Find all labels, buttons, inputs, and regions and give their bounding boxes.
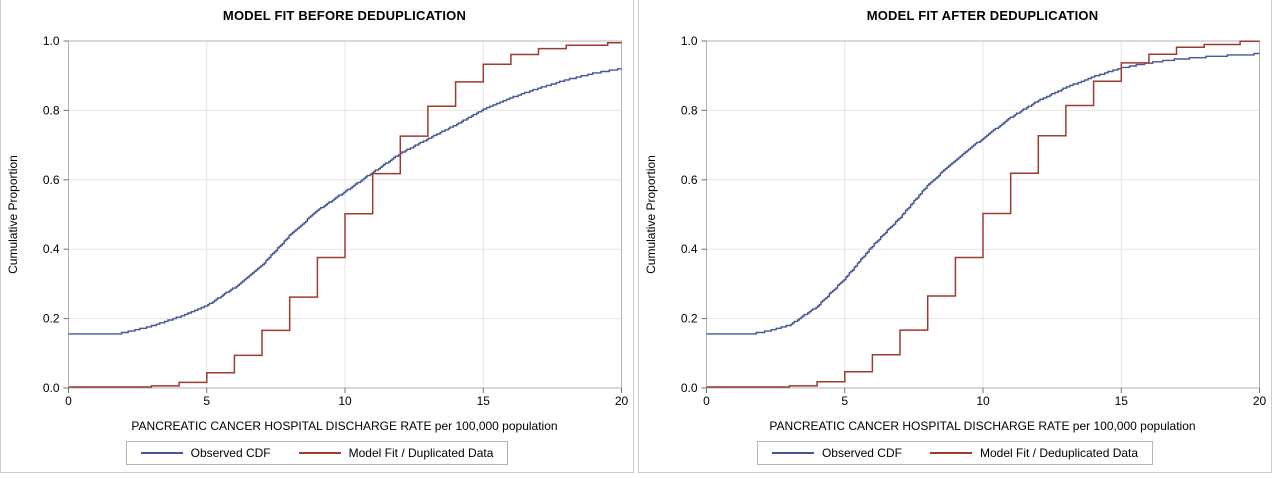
svg-text:0.8: 0.8 — [43, 103, 60, 117]
svg-text:0: 0 — [65, 394, 72, 408]
svg-text:0.8: 0.8 — [681, 103, 698, 117]
legend-entry-model-fit: Model Fit / Duplicated Data — [298, 446, 494, 460]
svg-text:15: 15 — [1115, 394, 1129, 408]
legend-line-swatch-icon — [771, 452, 814, 454]
legend: Observed CDF Model Fit / Duplicated Data — [1, 441, 633, 465]
legend-box: Observed CDF Model Fit / Duplicated Data — [125, 441, 509, 465]
svg-text:0.2: 0.2 — [681, 312, 698, 326]
svg-text:20: 20 — [615, 394, 629, 408]
svg-text:0.2: 0.2 — [43, 312, 60, 326]
svg-text:0.4: 0.4 — [43, 242, 60, 256]
svg-text:1.0: 1.0 — [681, 34, 698, 48]
svg-text:15: 15 — [477, 394, 491, 408]
svg-text:0: 0 — [703, 394, 710, 408]
chart-title: MODEL FIT BEFORE DEDUPLICATION — [222, 8, 467, 23]
legend: Observed CDF Model Fit / Deduplicated Da… — [639, 441, 1271, 465]
svg-text:0.6: 0.6 — [43, 173, 60, 187]
plot-area-after-dedup: 0 5 10 15 20 0.0 0.2 0.4 0.6 0.8 1.0 — [681, 34, 1267, 408]
legend-entry-observed-cdf: Observed CDF — [140, 446, 271, 460]
svg-text:10: 10 — [976, 394, 990, 408]
legend-label: Model Fit / Deduplicated Data — [979, 446, 1139, 460]
legend-line-swatch-icon — [929, 452, 972, 454]
legend-label: Model Fit / Duplicated Data — [348, 446, 494, 460]
chart-title: MODEL FIT AFTER DEDUPLICATION — [866, 8, 1099, 23]
plot-area-before-dedup: 0 5 10 15 20 0.0 0.2 0.4 0.6 0.8 1.0 — [43, 34, 629, 408]
svg-text:0.0: 0.0 — [681, 381, 698, 395]
legend-box: Observed CDF Model Fit / Deduplicated Da… — [756, 441, 1154, 465]
legend-line-swatch-icon — [298, 452, 341, 454]
legend-line-swatch-icon — [140, 452, 183, 454]
svg-text:10: 10 — [338, 394, 352, 408]
y-axis-title: Cumulative Proportion — [644, 155, 658, 274]
y-axis-title: Cumulative Proportion — [6, 155, 20, 274]
legend-entry-model-fit: Model Fit / Deduplicated Data — [929, 446, 1139, 460]
svg-text:20: 20 — [1253, 394, 1267, 408]
svg-text:5: 5 — [841, 394, 848, 408]
svg-text:5: 5 — [203, 394, 210, 408]
svg-text:1.0: 1.0 — [43, 34, 60, 48]
legend-label: Observed CDF — [190, 446, 271, 460]
chart-panel-after-dedup: MODEL FIT AFTER DEDUPLICATION 0 5 10 15 20 0.… — [638, 0, 1272, 473]
chart-panel-before-dedup: MODEL FIT BEFORE DEDUPLICATION 0 5 10 15 20 0… — [0, 0, 634, 473]
legend-entry-observed-cdf: Observed CDF — [771, 446, 902, 460]
x-axis-title: PANCREATIC CANCER HOSPITAL DISCHARGE RAT… — [769, 419, 1196, 433]
legend-label: Observed CDF — [821, 446, 902, 460]
svg-text:0.0: 0.0 — [43, 381, 60, 395]
svg-text:0.6: 0.6 — [681, 173, 698, 187]
svg-text:0.4: 0.4 — [681, 242, 698, 256]
x-axis-title: PANCREATIC CANCER HOSPITAL DISCHARGE RAT… — [131, 419, 558, 433]
